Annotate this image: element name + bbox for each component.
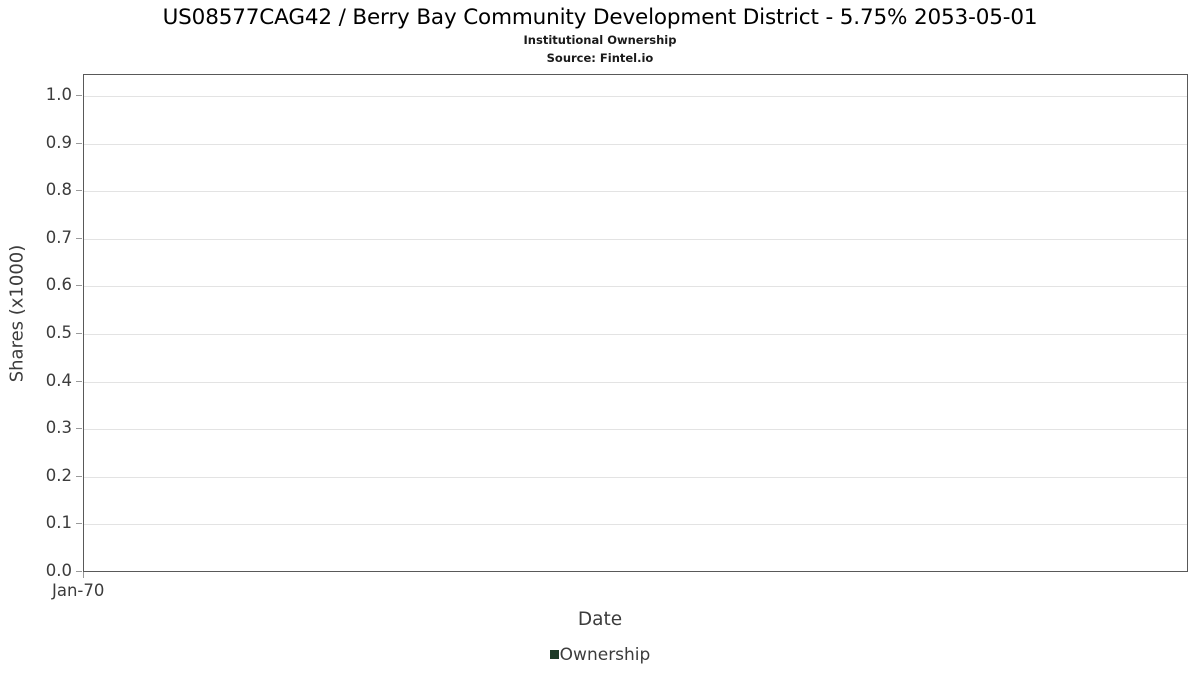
title-block: US08577CAG42 / Berry Bay Community Devel… (0, 4, 1200, 32)
y-tick-mark-6 (76, 380, 82, 382)
y-tick-mark-7 (76, 428, 82, 430)
source-block: Source: Fintel.io (0, 51, 1200, 66)
y-tick-label-2: 0.8 (45, 180, 72, 200)
gridline (84, 334, 1187, 335)
y-tick-label-4: 0.6 (45, 275, 72, 295)
y-tick-label-6: 0.4 (45, 370, 72, 390)
legend-label: Ownership (559, 645, 651, 665)
series-layer (84, 75, 1187, 571)
y-tick-mark-0 (76, 95, 82, 96)
x-tick-mark (83, 572, 84, 578)
chart-legend: Ownership (0, 645, 1200, 665)
y-axis-label: Shares (x1000) (6, 244, 28, 383)
plot-area (83, 74, 1188, 572)
y-tick-label-3: 0.7 (45, 227, 72, 247)
gridline (84, 524, 1187, 526)
x-tick-label-0: Jan-70 (52, 581, 105, 600)
y-tick-mark-5 (76, 333, 82, 334)
legend-swatch-icon (549, 649, 559, 659)
x-axis-label: Date (577, 609, 623, 630)
y-tick-label-5: 0.5 (45, 323, 72, 342)
y-tick-mark-9 (76, 523, 82, 525)
gridline (84, 96, 1187, 97)
y-tick-mark-3 (76, 237, 82, 239)
y-tick-mark-8 (76, 475, 82, 477)
gridline (84, 476, 1187, 478)
y-tick-mark-1 (76, 142, 82, 144)
y-tick-mark-10 (76, 571, 82, 572)
gridline (84, 381, 1187, 383)
y-tick-label-0: 1.0 (45, 85, 72, 104)
chart-title: US08577CAG42 / Berry Bay Community Devel… (162, 5, 1038, 30)
legend-item-0[interactable]: Ownership (549, 645, 651, 665)
gridline (84, 429, 1187, 431)
chart-subtitle: Institutional Ownership (523, 33, 677, 47)
y-tick-label-8: 0.2 (45, 465, 72, 485)
y-tick-label-1: 0.9 (45, 132, 72, 152)
y-tick-label-10: 0.0 (45, 561, 72, 580)
gridline (84, 238, 1187, 240)
y-tick-label-9: 0.1 (45, 513, 72, 533)
y-tick-mark-2 (76, 190, 82, 192)
gridline (84, 286, 1187, 288)
chart-source: Source: Fintel.io (546, 51, 654, 65)
y-tick-label-7: 0.3 (45, 418, 72, 438)
gridline (84, 143, 1187, 145)
gridline (84, 191, 1187, 193)
subtitle-block: Institutional Ownership (0, 33, 1200, 48)
y-tick-mark-4 (76, 285, 82, 287)
